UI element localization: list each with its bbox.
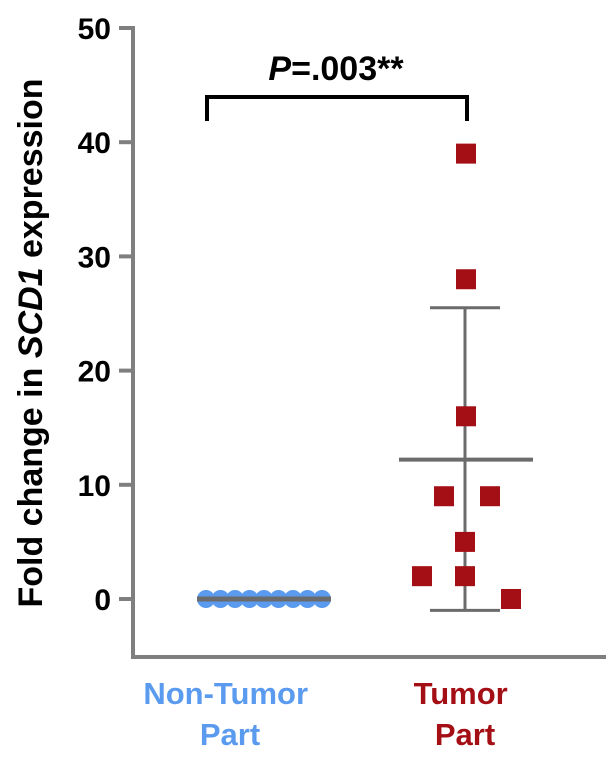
point-tumor	[456, 406, 476, 427]
point-tumor	[480, 486, 500, 507]
point-tumor	[501, 589, 521, 609]
y-tick-label: 20	[78, 356, 111, 389]
y-tick-label: 40	[78, 127, 111, 160]
p-value-annotation: P=.003**	[268, 50, 404, 88]
y-tick-label: 10	[78, 470, 111, 503]
data-marks	[197, 143, 533, 612]
category-label-non-tumor: Non-Tumor Part	[143, 676, 316, 752]
point-tumor	[412, 566, 432, 587]
point-tumor	[455, 531, 475, 552]
y-tick-label: 0	[94, 584, 111, 617]
y-tick-label: 30	[78, 241, 111, 274]
point-tumor	[456, 143, 476, 164]
point-tumor	[456, 269, 476, 290]
y-tick-label: 50	[78, 13, 111, 46]
category-label-tumor: Tumor Part	[414, 676, 517, 752]
y-axis-title: Fold change in SCD1 expression	[12, 78, 50, 607]
point-tumor	[434, 486, 454, 507]
point-tumor	[455, 566, 475, 587]
y-axis-ticks: 0 10 20 30 40 50	[78, 13, 133, 617]
significance-bracket	[205, 95, 469, 121]
